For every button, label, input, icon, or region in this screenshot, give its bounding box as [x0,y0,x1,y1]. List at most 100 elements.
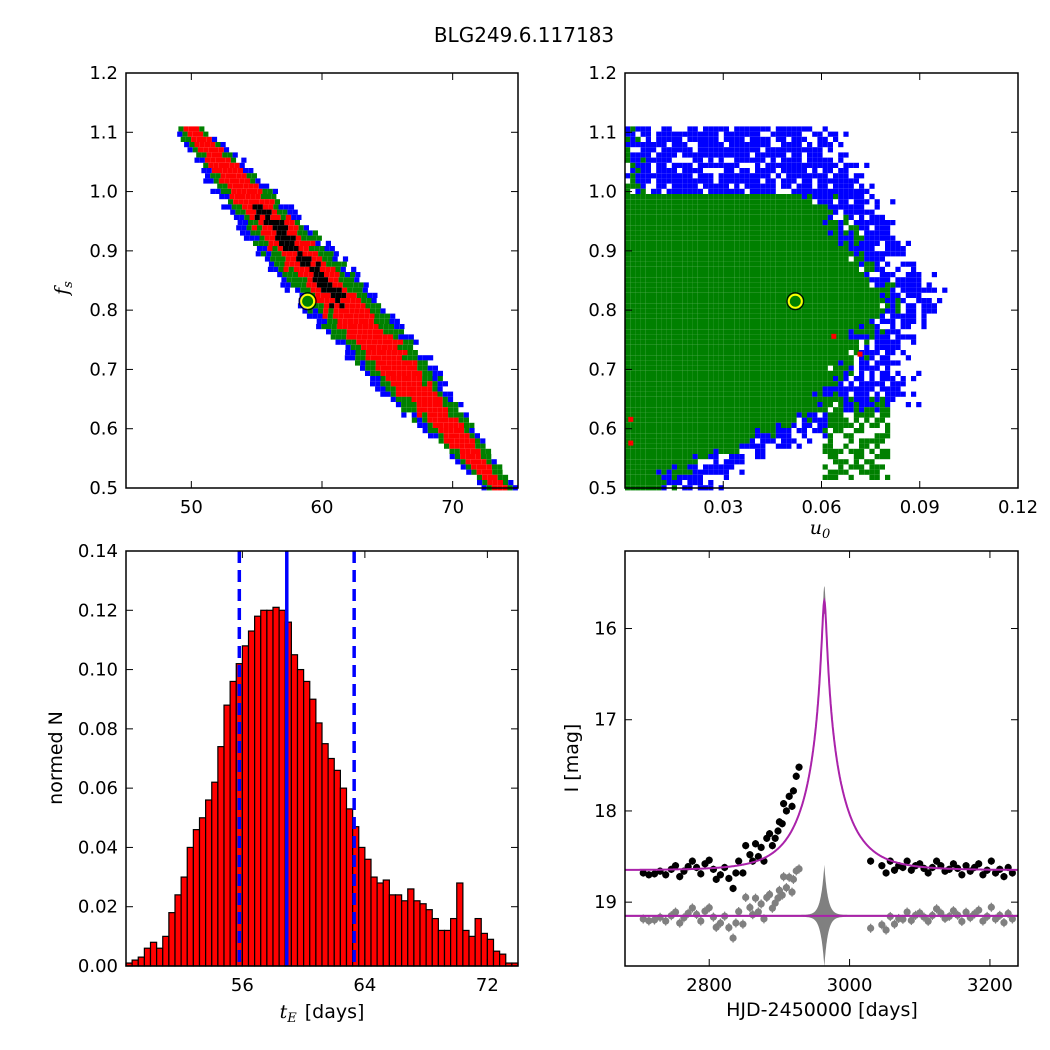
heatmap-cell [796,157,802,163]
heatmap-cell [718,272,724,278]
heatmap-cell [630,256,636,262]
heatmap-cell [671,147,677,153]
heatmap-cell [749,256,755,262]
heatmap-cell [744,126,750,132]
heatmap-cell [703,360,709,366]
heatmap-cell [864,282,870,288]
heatmap-cell [305,261,311,267]
heatmap-cell [807,277,813,283]
heatmap-cell [671,464,677,470]
heatmap-cell [370,355,376,361]
heatmap-cell [640,292,646,298]
heatmap-cell [218,162,224,168]
heatmap-cell [692,178,698,184]
heatmap-cell [666,214,672,220]
heatmap-cell [843,329,849,335]
heatmap-cell [770,329,776,335]
heatmap-cell [838,370,844,376]
heatmap-cell [687,214,693,220]
heatmap-cell [625,225,631,231]
heatmap-cell [885,329,891,335]
heatmap-cell [801,313,807,319]
heatmap-cell [297,251,303,257]
heatmap-cell [718,147,724,153]
heatmap-cell [661,318,667,324]
heatmap-cell [314,266,320,272]
heatmap-cell [480,448,486,454]
heatmap-cell [765,188,771,194]
heatmap-cell [864,308,870,314]
heatmap-cell [723,230,729,236]
heatmap-cell [277,209,283,215]
heatmap-cell [859,199,865,205]
heatmap-cell [360,303,366,309]
heatmap-cell [770,376,776,382]
heatmap-cell [786,157,792,163]
heatmap-cell [859,329,865,335]
heatmap-cell [796,334,802,340]
heatmap-cell [853,386,859,392]
residual-point [878,921,886,929]
histogram-bar [474,917,482,967]
heatmap-cell [354,308,360,314]
histogram-bar [382,879,390,967]
heatmap-cell [869,246,875,252]
heatmap-cell [687,183,693,189]
heatmap-cell [864,303,870,309]
heatmap-cell [687,391,693,397]
heatmap-cell [729,329,735,335]
heatmap-cell [822,199,828,205]
heatmap-cell [677,209,683,215]
heatmap-cell [491,464,498,470]
heatmap-cell [890,329,896,335]
heatmap-cell [630,365,636,371]
heatmap-cell [729,459,735,465]
heatmap-cell [635,464,641,470]
heatmap-cell [432,365,438,371]
heatmap-cell [656,214,662,220]
heatmap-cell [791,355,797,361]
heatmap-cell [749,266,755,272]
heatmap-cell [677,136,683,142]
heatmap-cell [656,157,662,163]
heatmap-cell [260,194,266,200]
heatmap-cell [760,313,766,319]
heatmap-cell [697,246,703,252]
heatmap-cell [864,350,870,356]
heatmap-cell [879,464,885,470]
heatmap-cell [296,282,302,288]
heatmap-cell [827,474,833,480]
heatmap-cell [765,194,771,200]
heatmap-cell [428,433,434,439]
heatmap-cell [454,448,460,454]
heatmap-cell [781,204,787,210]
heatmap-cell [645,214,651,220]
heatmap-cell [775,350,781,356]
heatmap-cell [687,152,693,158]
heatmap-cell [401,365,407,371]
heatmap-cell [812,209,818,215]
heatmap-cell [775,235,781,241]
heatmap-cell [687,438,693,444]
heatmap-cell [718,381,724,387]
heatmap-cell [339,303,345,309]
heatmap-cell [417,360,423,366]
heatmap-cell [817,157,823,163]
heatmap-cell [812,282,818,288]
residual-point [751,894,760,902]
heatmap-cell [734,313,740,319]
heatmap-cell [781,168,787,174]
heatmap-cell [900,334,906,340]
heatmap-cell [368,324,374,330]
heatmap-cell [221,204,227,210]
heatmap-cell [351,292,357,298]
heatmap-cell [677,370,683,376]
heatmap-cell [677,292,683,298]
heatmap-cell [885,370,891,376]
heatmap-cell [464,422,470,428]
heatmap-cell [671,225,677,231]
heatmap-cell [770,292,776,298]
heatmap-cell [205,173,211,179]
heatmap-cell [765,220,771,226]
histogram-bar [241,645,250,967]
